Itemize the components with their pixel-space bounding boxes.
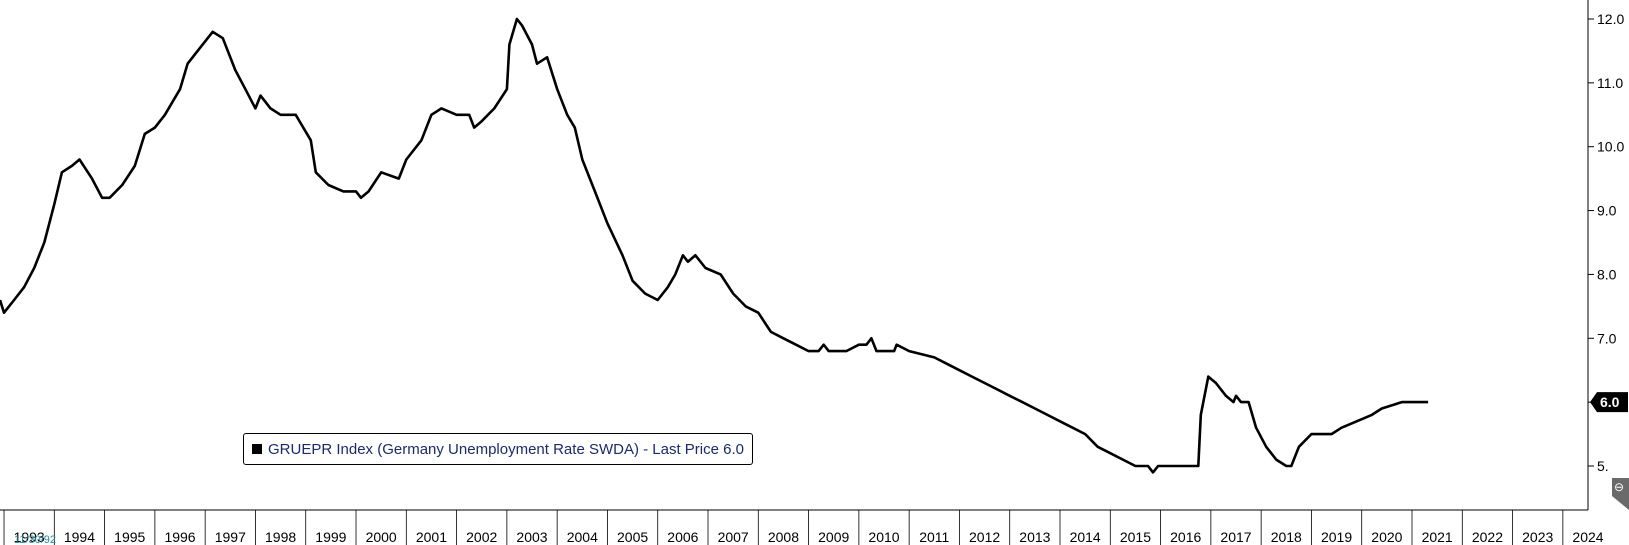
x-tick-label: 1998 <box>265 529 296 545</box>
x-tick-label: 2000 <box>366 529 397 545</box>
x-tick-label: 2017 <box>1220 529 1251 545</box>
x-tick-label: 1996 <box>164 529 195 545</box>
y-tick-label: 10.0 <box>1597 139 1624 155</box>
x-tick-label: 2016 <box>1170 529 1201 545</box>
x-tick-label: 1999 <box>315 529 346 545</box>
x-tick-label: 2004 <box>567 529 598 545</box>
x-tick-label: 2024 <box>1572 529 1603 545</box>
legend-swatch-icon <box>252 444 262 454</box>
x-tick-label: 2006 <box>667 529 698 545</box>
last-price-tag-shape <box>1590 392 1628 413</box>
legend-label: GRUEPR Index (Germany Unemployment Rate … <box>268 440 744 458</box>
x-tick-label: 2015 <box>1120 529 1151 545</box>
y-tick-label: 9.0 <box>1597 203 1617 219</box>
x-tick-label: 1993 <box>14 529 45 545</box>
x-tick-label: 2018 <box>1271 529 1302 545</box>
chart-legend: GRUEPR Index (Germany Unemployment Rate … <box>243 433 753 465</box>
x-tick-label: 2005 <box>617 529 648 545</box>
x-tick-label: 2007 <box>718 529 749 545</box>
x-tick-label: 1994 <box>64 529 95 545</box>
y-tick-label: 5. <box>1597 458 1609 474</box>
x-tick-label: 2010 <box>868 529 899 545</box>
y-tick-label: 7.0 <box>1597 330 1617 346</box>
x-tick-label: 2023 <box>1522 529 1553 545</box>
series-line-gruepr <box>0 17 1429 474</box>
x-tick-label: 2013 <box>1019 529 1050 545</box>
y-tick-label: 12.0 <box>1597 11 1624 27</box>
x-tick-label: 2003 <box>516 529 547 545</box>
x-tick-label: 2020 <box>1371 529 1402 545</box>
x-tick-label: 2011 <box>919 529 949 545</box>
y-tick-label: 11.0 <box>1597 75 1623 91</box>
axis-start-date-label: 11/30/92 <box>14 534 56 545</box>
x-tick-label: 2012 <box>969 529 1000 545</box>
x-tick-label: 2009 <box>818 529 849 545</box>
x-tick-label: 2002 <box>466 529 497 545</box>
x-tick-label: 2008 <box>768 529 799 545</box>
last-price-tag-label: 6.0 <box>1600 394 1620 410</box>
y-tick-label: 8.0 <box>1597 266 1617 282</box>
x-tick-label: 2001 <box>416 529 447 545</box>
x-tick-label: 1995 <box>114 529 145 545</box>
x-tick-label: 2021 <box>1422 529 1453 545</box>
x-tick-label: 2022 <box>1472 529 1503 545</box>
x-axis-ticks: 1993 1994 1995 1996 1997 1998 1999 2000 2001 2002… <box>3 510 1604 545</box>
last-price-tag: 6.0 <box>1590 392 1628 413</box>
scroll-widget-icon: ⊖ <box>1614 480 1624 494</box>
x-tick-label: 2019 <box>1321 529 1352 545</box>
corner-scroll-widget[interactable]: ⊖ <box>1612 478 1629 510</box>
x-tick-label: 1997 <box>215 529 246 545</box>
x-tick-label: 2014 <box>1070 529 1101 545</box>
